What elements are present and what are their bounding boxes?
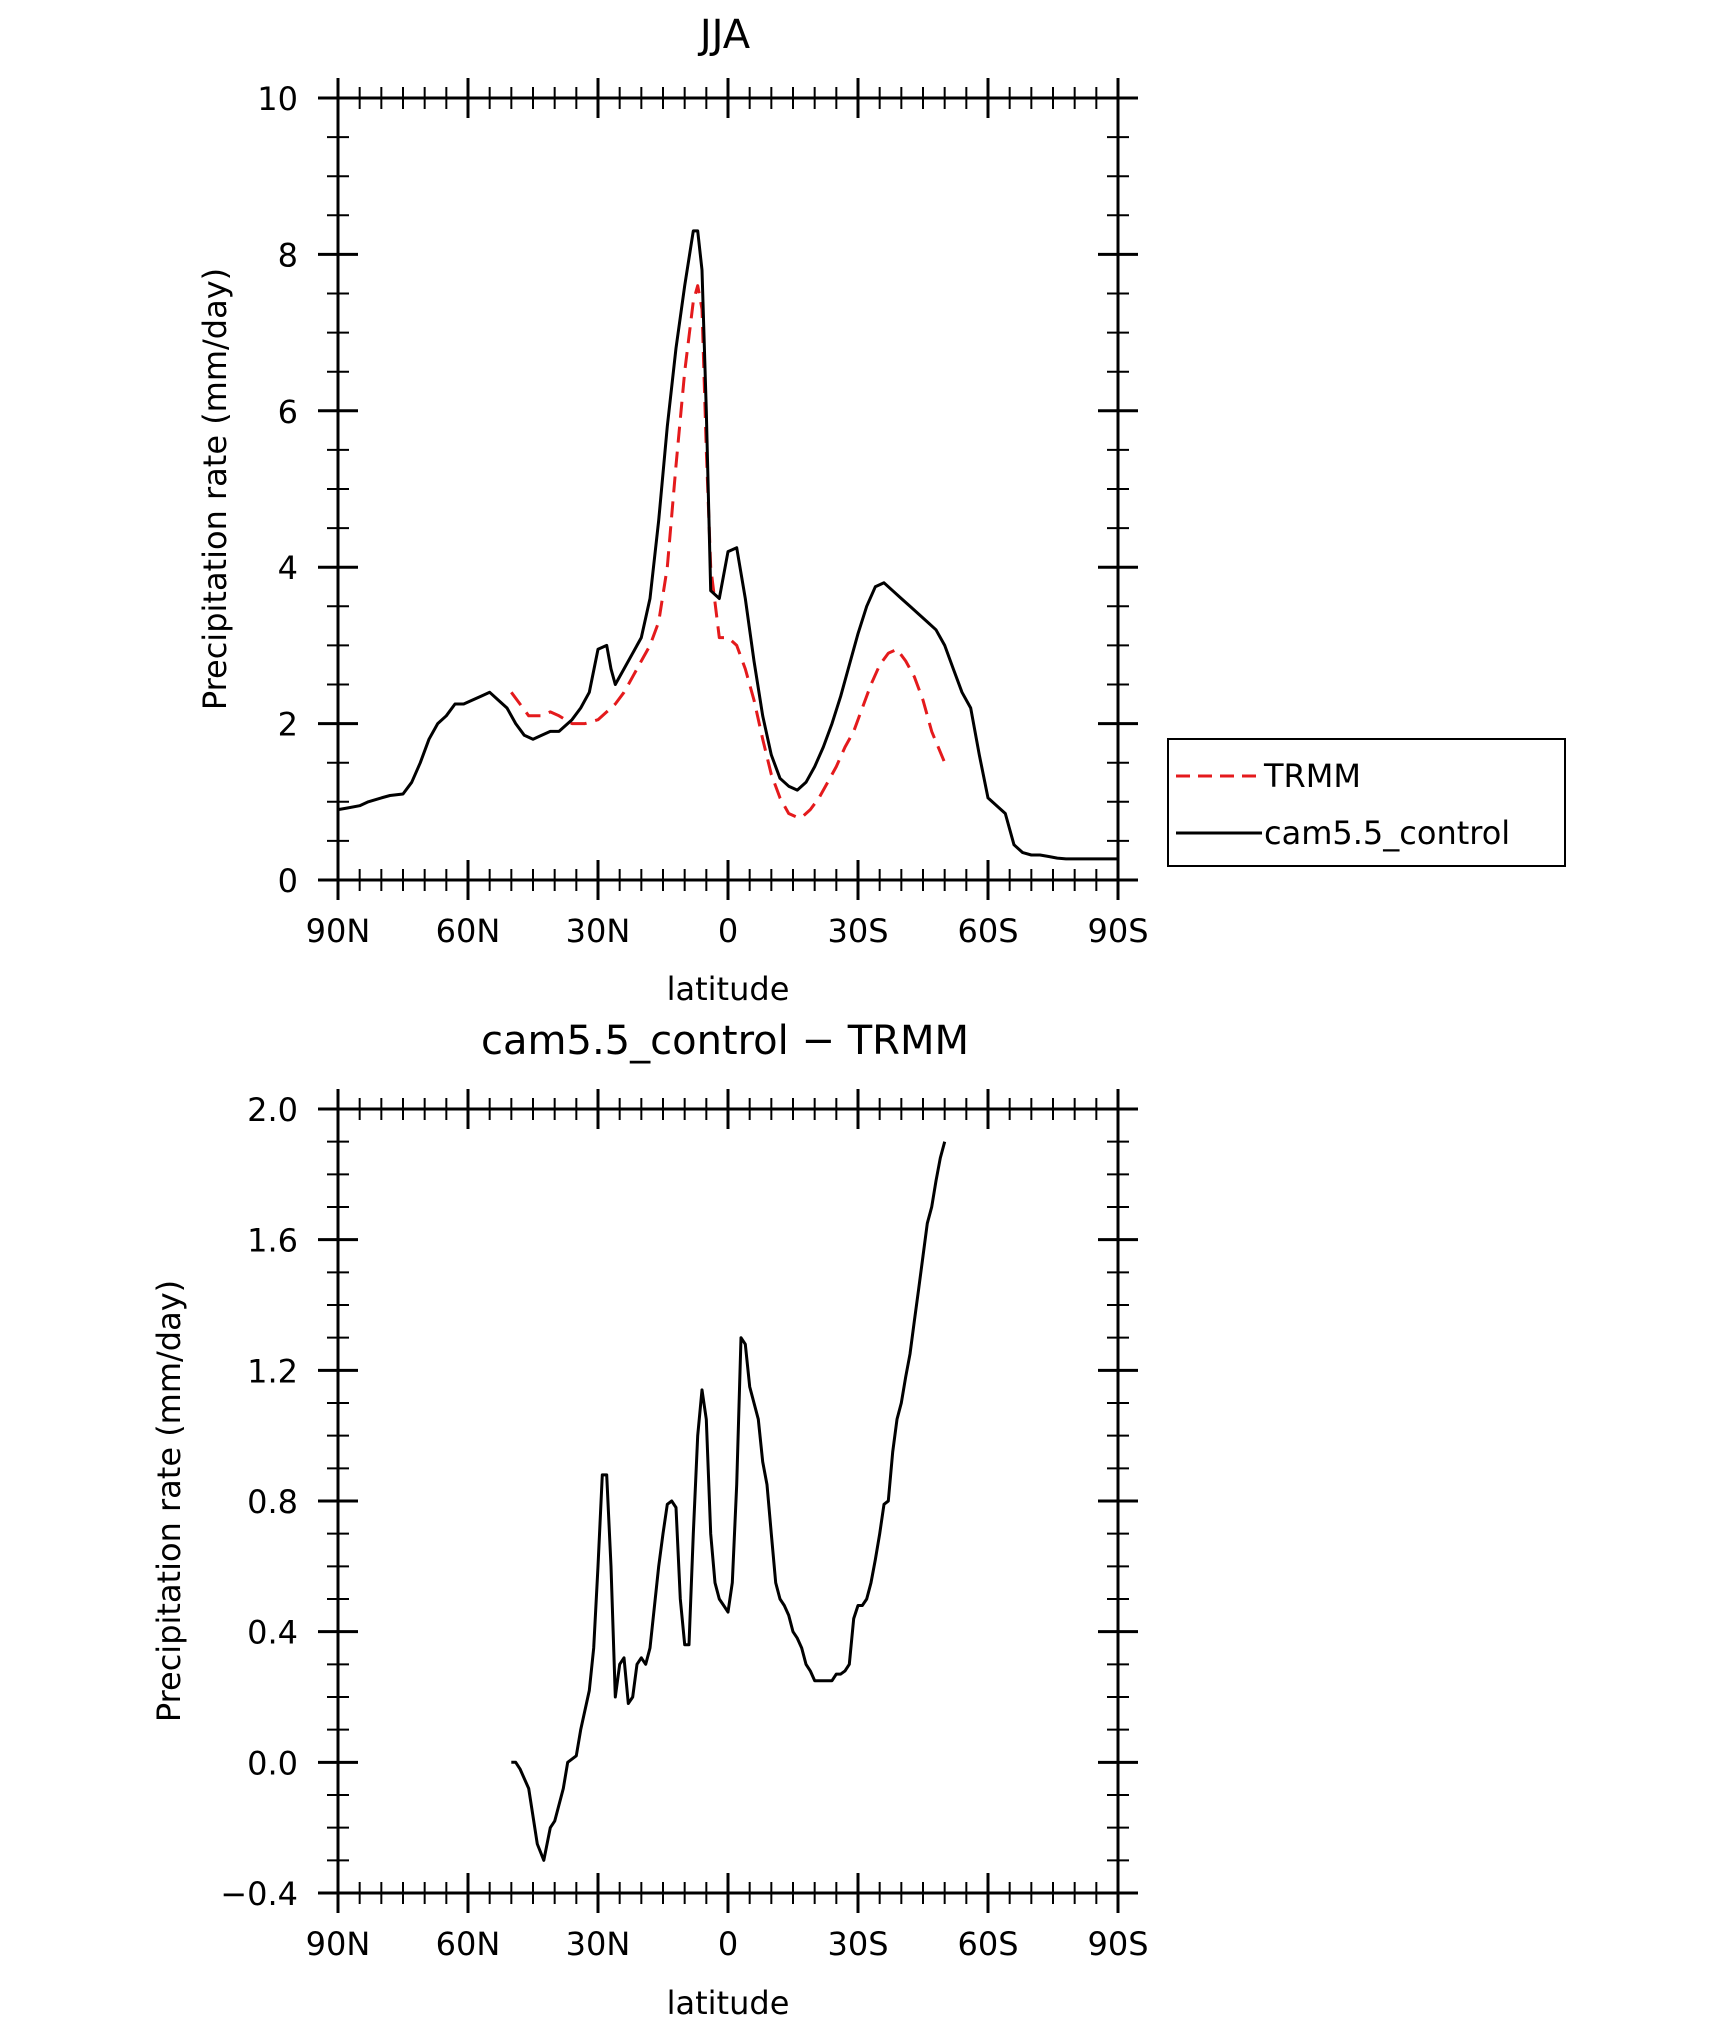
top-chart-ticks: 90N 60N 30N 0 30S 60S 90S 0 2 4 6 8 10 <box>257 78 1149 950</box>
top-y-tick-label: 4 <box>278 549 298 587</box>
bottom-series-cam5-5-control-trmm <box>511 1141 947 1862</box>
top-x-tick-label: 60S <box>957 912 1018 950</box>
top-chart-title: JJA <box>697 12 751 58</box>
top-x-tick-label: 60N <box>436 912 501 950</box>
bottom-x-tick-label: 30N <box>566 1925 631 1963</box>
bottom-x-tick-label: 90N <box>306 1925 371 1963</box>
legend: TRMM cam5.5_control <box>1167 738 1566 867</box>
top-x-tick-label: 90N <box>306 912 371 950</box>
top-chart-series <box>337 229 1118 861</box>
top-chart-x-axis-title: latitude <box>667 970 790 1008</box>
bottom-chart-frame <box>336 1107 1120 1895</box>
top-x-tick-label: 90S <box>1087 912 1148 950</box>
bottom-y-tick-label: 0.0 <box>247 1744 298 1782</box>
bottom-y-tick-label: 0.8 <box>247 1483 298 1521</box>
bottom-x-tick-label: 0 <box>718 1925 738 1963</box>
top-series-cam5-5-control <box>337 229 1118 861</box>
bottom-chart-ticks: 90N 60N 30N 0 30S 60S 90S −0.4 0.0 0.4 0.8 1.2 1.6 2.… <box>220 1089 1149 1963</box>
legend-label-trmm: TRMM <box>1263 757 1361 795</box>
bottom-y-tick-label: 0.4 <box>247 1614 298 1652</box>
top-y-tick-label: 8 <box>278 236 298 274</box>
bottom-chart-x-axis-title: latitude <box>667 1984 790 2021</box>
legend-box <box>1167 738 1566 867</box>
top-y-tick-label: 10 <box>257 80 298 118</box>
bottom-chart-title: cam5.5_control − TRMM <box>481 1018 969 1064</box>
top-chart-frame <box>336 96 1120 882</box>
top-chart-y-axis-title: Precipitation rate (mm/day) <box>196 268 234 710</box>
bottom-chart-y-axis-title: Precipitation rate (mm/day) <box>150 1280 188 1722</box>
top-x-tick-label: 0 <box>718 912 738 950</box>
top-y-tick-label: 6 <box>278 393 298 431</box>
bottom-x-tick-label: 30S <box>827 1925 888 1963</box>
top-y-tick-label: 0 <box>278 862 298 900</box>
bottom-chart-series <box>511 1141 947 1862</box>
top-y-tick-label: 2 <box>278 706 298 744</box>
top-series-trmm <box>510 284 947 819</box>
bottom-x-tick-label: 90S <box>1087 1925 1148 1963</box>
top-x-tick-label: 30N <box>566 912 631 950</box>
legend-label-cam5-5-control: cam5.5_control <box>1264 814 1510 852</box>
bottom-x-tick-label: 60S <box>957 1925 1018 1963</box>
bottom-y-tick-label: 1.2 <box>247 1352 298 1390</box>
bottom-y-tick-label: 1.6 <box>247 1222 298 1260</box>
bottom-chart: cam5.5_control − TRMM 90N 60N 30N 0 30S 60S 90… <box>150 1018 1149 2021</box>
bottom-y-tick-label: −0.4 <box>220 1875 298 1913</box>
bottom-y-tick-label: 2.0 <box>247 1091 298 1129</box>
top-x-tick-label: 30S <box>827 912 888 950</box>
bottom-x-tick-label: 60N <box>436 1925 501 1963</box>
